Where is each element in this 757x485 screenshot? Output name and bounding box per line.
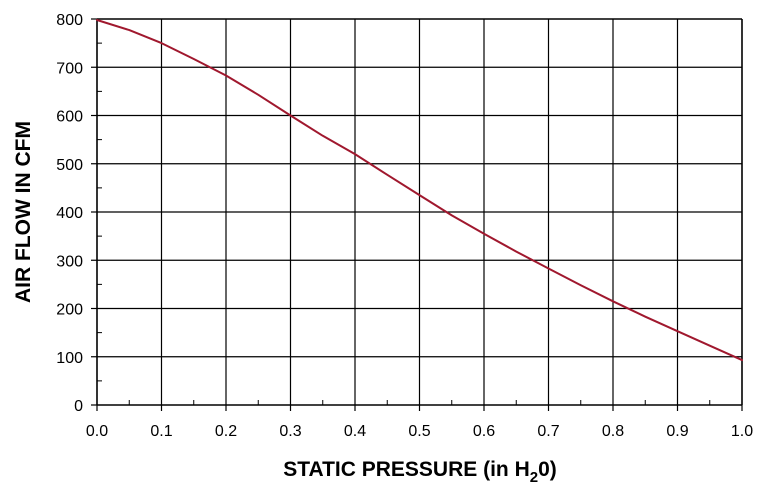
x-tick-labels: 0.0 0.1 0.2 0.3 0.4 0.5 0.6 0.7 0.8 0.9 1.0 xyxy=(86,423,753,440)
grid-lines xyxy=(91,18,743,411)
y-tick-label: 0 xyxy=(74,398,83,415)
y-tick-labels: 0 100 200 300 400 500 600 700 800 xyxy=(56,12,83,415)
x-axis-title: STATIC PRESSURE (in H20) xyxy=(283,458,557,485)
minor-ticks xyxy=(97,42,711,405)
y-tick-label: 200 xyxy=(56,302,83,319)
x-tick-label: 0.9 xyxy=(666,423,688,440)
y-tick-label: 600 xyxy=(56,109,83,126)
x-tick-label: 0.1 xyxy=(150,423,172,440)
y-tick-label: 800 xyxy=(56,12,83,29)
y-tick-label: 500 xyxy=(56,157,83,174)
y-tick-label: 300 xyxy=(56,253,83,270)
x-tick-label: 0.6 xyxy=(473,423,495,440)
airflow-curve xyxy=(96,19,743,362)
x-tick-label: 0.7 xyxy=(537,423,559,440)
y-axis-title: AIR FLOW IN CFM xyxy=(12,121,35,303)
x-tick-label: 0.3 xyxy=(279,423,301,440)
x-tick-label: 0.5 xyxy=(408,423,430,440)
x-tick-label: 0.4 xyxy=(344,423,366,440)
y-tick-label: 100 xyxy=(56,350,83,367)
y-tick-label: 400 xyxy=(56,205,83,222)
x-tick-label: 1.0 xyxy=(731,423,753,440)
x-tick-label: 0.0 xyxy=(86,423,108,440)
y-tick-label: 700 xyxy=(56,60,83,77)
x-tick-label: 0.2 xyxy=(215,423,237,440)
series-group xyxy=(96,19,743,362)
x-tick-label: 0.8 xyxy=(602,423,624,440)
